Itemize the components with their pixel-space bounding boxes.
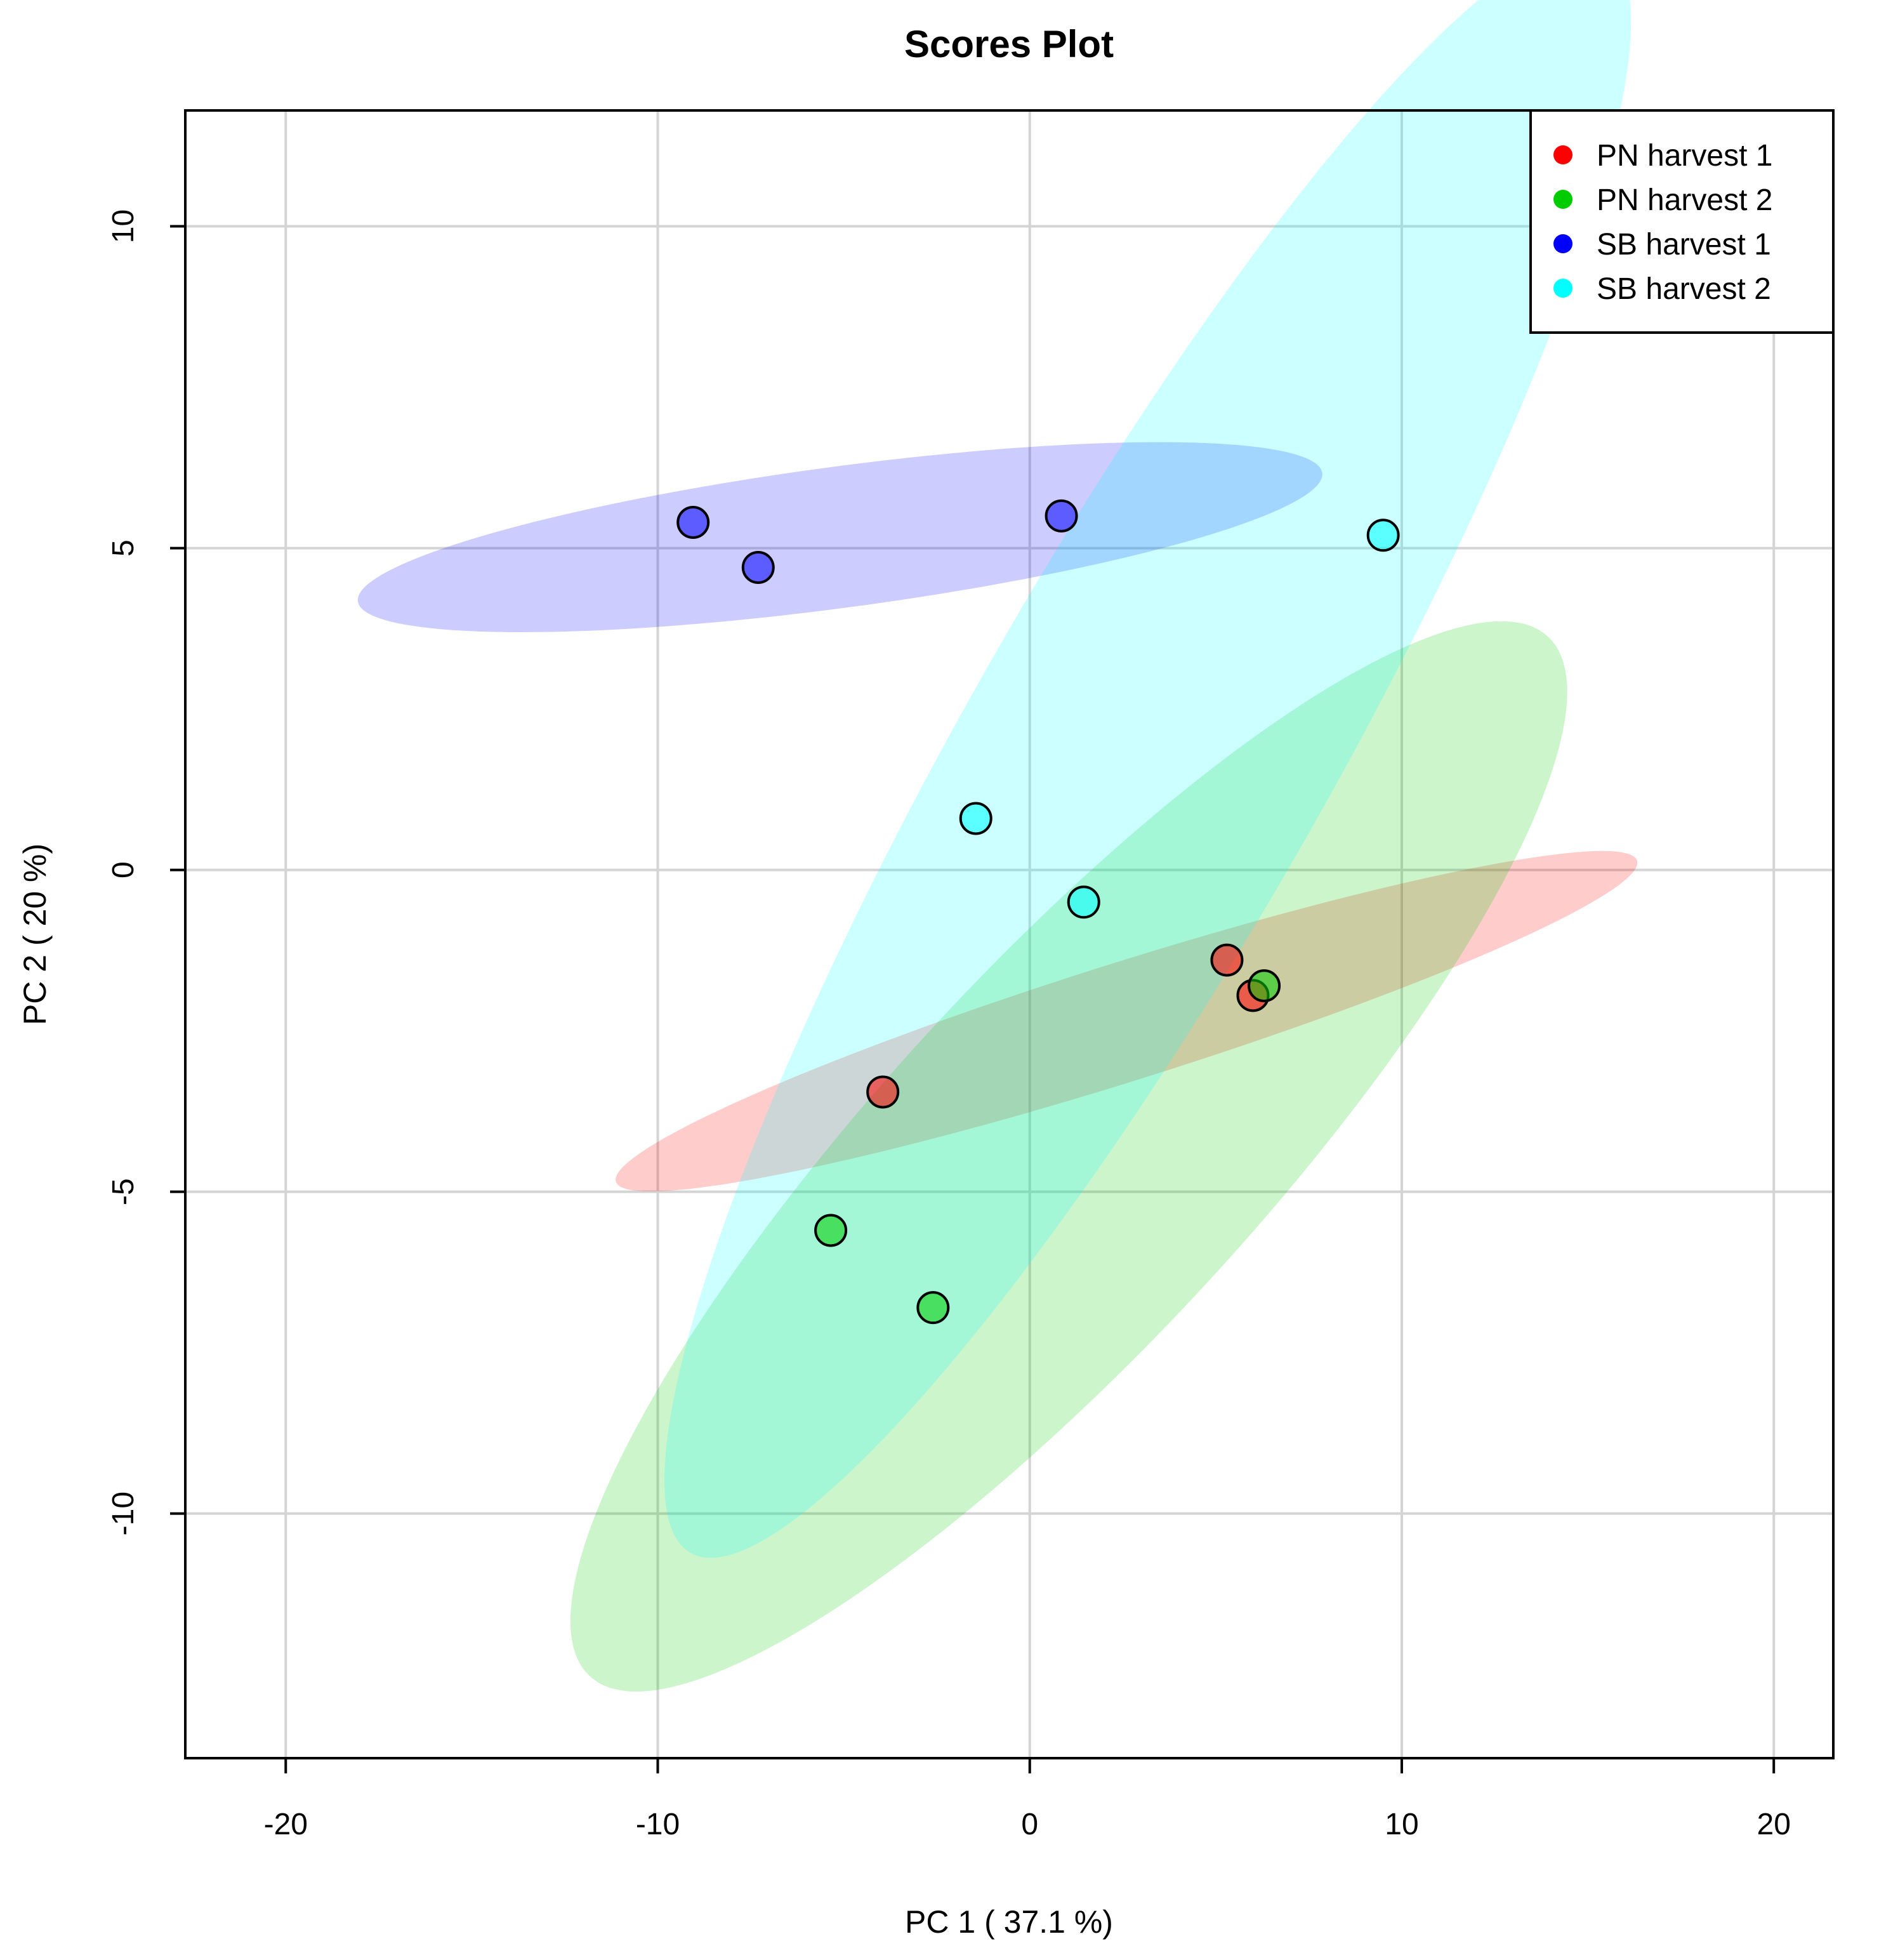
y-tick-label-3: 5 — [107, 540, 140, 557]
y-tick-label-4: 10 — [107, 209, 140, 243]
x-tick-label-2: 0 — [1021, 1808, 1038, 1841]
legend: PN harvest 1 PN harvest 2 SB harvest 1 SB h… — [1529, 109, 1835, 334]
point-series-2-0 — [676, 506, 710, 539]
x-axis-label: PC 1 ( 37.1 %) — [905, 1904, 1113, 1940]
ellipse-series-3 — [664, 0, 1632, 1558]
y-axis-label: PC 2 ( 20 %) — [17, 844, 53, 1025]
point-series-1-0 — [1248, 969, 1281, 1003]
point-series-3-2 — [1366, 519, 1400, 552]
legend-marker-3 — [1553, 279, 1572, 298]
x-tick-label-0: -20 — [264, 1808, 308, 1841]
y-axis-ticks: -10 -5 0 5 10 — [107, 209, 187, 1535]
point-series-2-2 — [1045, 499, 1078, 533]
x-tick-label-4: 20 — [1757, 1808, 1791, 1841]
ellipse-series-0 — [616, 851, 1638, 1192]
legend-box — [1529, 109, 1835, 334]
point-series-3-0 — [959, 802, 992, 835]
point-series-3-1 — [1067, 885, 1100, 919]
x-axis-ticks: -20 -10 0 10 20 — [264, 1757, 1791, 1841]
legend-label-2: SB harvest 1 — [1597, 228, 1771, 262]
point-series-2-1 — [741, 550, 775, 584]
data-points — [676, 499, 1400, 1325]
legend-label-0: PN harvest 1 — [1597, 139, 1772, 173]
x-tick-label-1: -10 — [636, 1808, 680, 1841]
y-tick-label-1: -5 — [107, 1178, 140, 1205]
point-series-0-0 — [1210, 943, 1244, 977]
y-tick-label-2: 0 — [107, 861, 140, 878]
confidence-ellipses — [357, 0, 1638, 1692]
legend-marker-2 — [1553, 234, 1572, 253]
x-tick-label-3: 10 — [1385, 1808, 1418, 1841]
legend-marker-1 — [1553, 190, 1572, 209]
ellipse-series-2 — [357, 442, 1322, 633]
legend-label-3: SB harvest 2 — [1597, 272, 1771, 306]
ellipse-series-1 — [570, 621, 1567, 1692]
point-series-0-2 — [866, 1075, 900, 1109]
legend-marker-0 — [1553, 145, 1572, 164]
chart-title: Scores Plot — [904, 23, 1114, 65]
point-series-1-1 — [814, 1214, 848, 1247]
y-tick-label-0: -10 — [107, 1492, 140, 1535]
point-series-1-2 — [916, 1291, 950, 1325]
legend-label-1: PN harvest 2 — [1597, 183, 1772, 217]
